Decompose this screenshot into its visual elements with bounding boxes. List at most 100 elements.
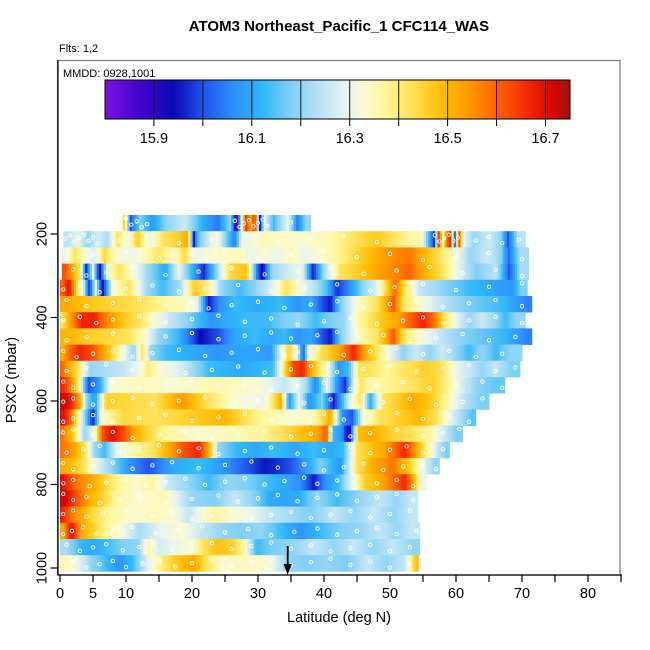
sample-marker <box>140 561 145 566</box>
heat-cell <box>344 312 347 329</box>
heat-cell <box>510 296 514 313</box>
heat-cell <box>219 344 223 362</box>
heat-cell <box>240 522 243 540</box>
heat-cell <box>140 474 144 491</box>
heat-cell <box>353 296 357 313</box>
heat-cell <box>392 555 396 572</box>
heat-cell <box>254 474 257 491</box>
heat-cell <box>478 296 481 313</box>
heat-cell <box>249 474 253 491</box>
heat-cell <box>295 539 299 556</box>
sample-marker <box>335 478 340 483</box>
heat-cell <box>459 296 463 313</box>
heat-cell <box>291 506 294 524</box>
heat-cell <box>173 296 176 313</box>
heat-cell <box>383 409 387 426</box>
heat-cell <box>309 263 312 281</box>
heat-cell <box>309 279 313 297</box>
heat-cell <box>300 312 303 329</box>
heat-cell <box>457 247 460 264</box>
heat-cell <box>256 360 260 378</box>
heat-cell <box>224 506 227 524</box>
heat-cell <box>275 215 278 232</box>
heat-cell <box>92 393 96 410</box>
heat-cell <box>83 458 86 475</box>
heat-cell <box>339 458 343 475</box>
heat-cell <box>157 215 161 232</box>
heat-cell <box>163 409 167 426</box>
heat-cell <box>263 555 267 572</box>
sample-markers-layer <box>61 216 525 570</box>
heat-cell <box>247 377 250 394</box>
heat-cell <box>300 377 303 394</box>
sample-marker <box>519 304 525 309</box>
heat-cell <box>385 247 389 264</box>
heat-cell <box>256 328 260 345</box>
heat-cell <box>110 409 114 426</box>
heat-cell <box>445 344 449 362</box>
sample-marker <box>348 562 353 567</box>
heat-cell <box>257 231 261 248</box>
heat-cell <box>281 328 285 345</box>
heat-cell <box>362 458 366 475</box>
heat-cell <box>381 360 384 378</box>
heat-cell <box>180 279 183 297</box>
heat-cell <box>325 409 329 426</box>
heat-cell <box>281 441 285 459</box>
heat-cell <box>249 441 253 459</box>
heat-cell <box>420 263 423 281</box>
heat-cell <box>302 377 306 394</box>
heat-cell <box>274 506 278 524</box>
heat-cell <box>200 474 204 491</box>
heat-cell <box>420 425 424 443</box>
heat-cell <box>309 522 313 540</box>
heat-cell <box>435 231 438 248</box>
sample-marker <box>90 545 96 550</box>
heat-cell <box>484 263 488 281</box>
heat-cell <box>411 522 414 540</box>
heat-cell <box>392 393 396 410</box>
heat-cell <box>448 312 451 329</box>
heat-cell <box>83 312 86 329</box>
heat-cell <box>161 296 165 313</box>
heat-cell <box>163 474 167 491</box>
heat-cell <box>457 296 461 313</box>
heat-cell <box>129 296 133 313</box>
heat-cell <box>266 231 270 248</box>
heat-cell <box>267 344 271 362</box>
heat-cell <box>147 441 151 459</box>
heat-cell <box>295 296 299 313</box>
sample-marker <box>401 464 406 469</box>
heat-cell <box>73 490 77 507</box>
heat-cell <box>418 539 421 556</box>
heat-cell <box>325 522 329 540</box>
heat-cell <box>381 555 384 572</box>
sample-marker <box>262 370 267 375</box>
heat-cell <box>385 377 389 394</box>
heat-cell <box>85 474 89 491</box>
heat-cell <box>302 474 306 491</box>
heat-cell <box>411 360 414 378</box>
heat-cell <box>414 231 418 248</box>
heat-cell <box>318 296 322 313</box>
heat-cell <box>371 312 375 329</box>
heat-cell <box>459 263 463 281</box>
heat-cell <box>73 263 77 281</box>
heat-cell <box>505 279 509 297</box>
heat-cell <box>390 247 393 264</box>
heat-cell <box>261 441 264 459</box>
heat-cell <box>330 393 334 410</box>
heat-cell <box>187 377 190 394</box>
heat-cell <box>394 247 398 264</box>
heat-cell <box>466 360 470 378</box>
heat-cell <box>150 312 153 329</box>
heat-cell <box>466 344 470 362</box>
heat-cell <box>311 312 315 329</box>
heat-cell <box>348 296 352 313</box>
heat-cell <box>330 539 334 556</box>
heat-cell <box>381 393 384 410</box>
heat-cell <box>431 458 435 475</box>
heat-cell <box>501 360 504 378</box>
heat-cell <box>161 490 165 507</box>
heat-cell <box>71 296 75 313</box>
